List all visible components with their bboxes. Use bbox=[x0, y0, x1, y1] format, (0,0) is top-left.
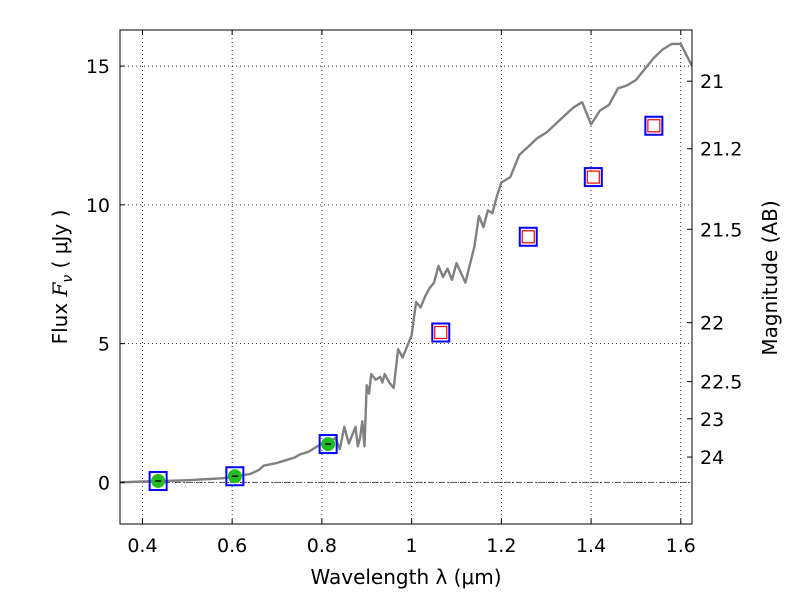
y-tick-label: 5 bbox=[98, 334, 110, 356]
marker-outer-box bbox=[518, 226, 538, 247]
marker-inner-box bbox=[647, 119, 661, 133]
right-axis-tick-label: 23 bbox=[700, 409, 724, 431]
y-tick-label: 10 bbox=[86, 195, 110, 217]
y-axis-label-suffix: ( μJy ) bbox=[48, 210, 72, 275]
x-tick-label: 1.4 bbox=[576, 535, 606, 557]
x-tick-label: 1.6 bbox=[666, 535, 696, 557]
series bbox=[120, 42, 692, 491]
photometry-point-upper bbox=[518, 226, 538, 247]
x-axis-label: Wavelength λ (μm) bbox=[310, 565, 501, 589]
spectrum-line bbox=[120, 42, 692, 484]
photometry-point-detected bbox=[318, 434, 338, 455]
x-tick-label: 0.4 bbox=[127, 535, 157, 557]
photometry-point-detected bbox=[225, 466, 245, 487]
marker-outer-box bbox=[318, 434, 338, 455]
y-tick-label: 0 bbox=[98, 472, 110, 494]
y-axis-label-prefix: Flux bbox=[48, 296, 72, 344]
marker-inner-box bbox=[586, 170, 600, 184]
marker-outer-box bbox=[583, 167, 603, 188]
x-tick-label: 1.2 bbox=[486, 535, 516, 557]
photometry-point-upper bbox=[583, 167, 603, 188]
marker-outer-box bbox=[148, 470, 168, 491]
photometry-point-upper bbox=[431, 322, 451, 343]
marker-outer-box bbox=[644, 115, 664, 136]
right-axis-tick-label: 21.2 bbox=[700, 139, 742, 161]
y-axis-label: Flux Fν ( μJy ) bbox=[48, 210, 76, 345]
y-axis-label-sub: ν bbox=[60, 275, 76, 283]
right-axis-tick-label: 21 bbox=[700, 71, 724, 93]
photometry-point-detected bbox=[148, 470, 168, 491]
x-tick-label: 0.6 bbox=[217, 535, 247, 557]
marker-outer-box bbox=[431, 322, 451, 343]
right-axis-label: Magnitude (AB) bbox=[758, 200, 782, 355]
right-axis-tick-label: 21.5 bbox=[700, 219, 742, 241]
photometry-point-upper bbox=[644, 115, 664, 136]
plot-frame bbox=[119, 29, 693, 525]
marker-inner-box bbox=[521, 230, 535, 244]
x-tick-label: 1 bbox=[406, 535, 418, 557]
marker-outer-box bbox=[225, 466, 245, 487]
right-axis-tick-label: 22 bbox=[700, 313, 724, 335]
right-axis-tick-label: 24 bbox=[700, 447, 724, 469]
plot-area bbox=[120, 30, 692, 524]
y-axis-label-var: F bbox=[48, 281, 72, 297]
x-tick-label: 0.8 bbox=[307, 535, 337, 557]
right-axis-tick-label: 22.5 bbox=[700, 372, 742, 394]
ticks: 0.4 0.6 0.8 1 1.2 1.4 1.6 0 5 10 15 21 21.2 21.5 22 22.… bbox=[86, 30, 742, 557]
marker-inner-box bbox=[434, 325, 448, 340]
y-tick-label: 15 bbox=[86, 56, 110, 78]
